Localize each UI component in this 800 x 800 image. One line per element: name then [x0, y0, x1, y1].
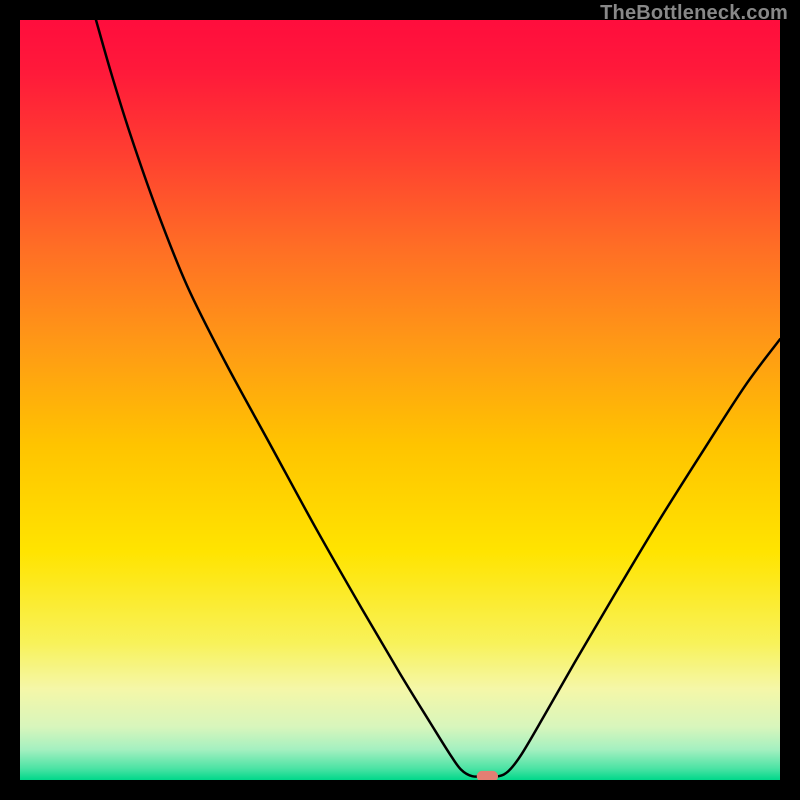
image-frame: TheBottleneck.com: [0, 0, 800, 800]
plot-area: [20, 20, 780, 780]
chart-background: [20, 20, 780, 780]
optimal-marker: [477, 771, 498, 780]
chart-svg: [20, 20, 780, 780]
